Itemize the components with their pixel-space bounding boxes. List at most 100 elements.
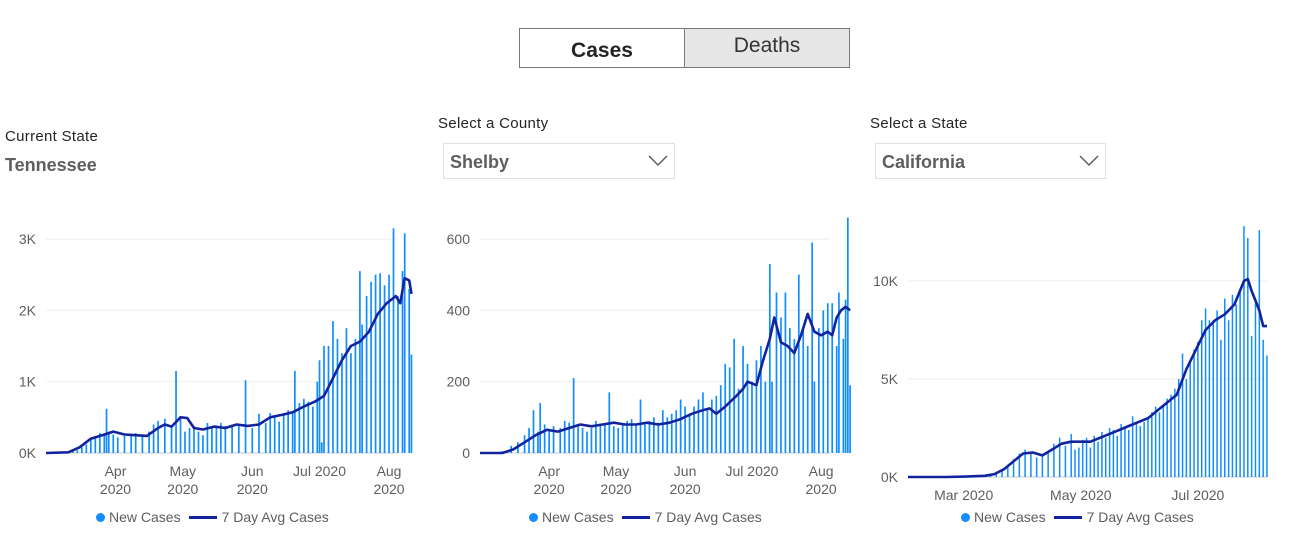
- new-cases-bar[interactable]: [323, 346, 325, 453]
- state-dropdown[interactable]: California: [875, 143, 1106, 179]
- new-cases-bar[interactable]: [1007, 465, 1009, 477]
- new-cases-bar[interactable]: [211, 425, 213, 453]
- new-cases-bar[interactable]: [784, 292, 787, 454]
- new-cases-bar[interactable]: [635, 424, 637, 453]
- new-cases-bar[interactable]: [215, 428, 218, 453]
- new-cases-bar[interactable]: [563, 420, 566, 453]
- new-cases-bar[interactable]: [595, 420, 597, 453]
- new-cases-bar[interactable]: [359, 271, 361, 453]
- new-cases-bar[interactable]: [72, 451, 74, 453]
- new-cases-bar[interactable]: [282, 413, 285, 453]
- new-cases-bar[interactable]: [336, 338, 339, 453]
- new-cases-bar[interactable]: [1143, 422, 1145, 477]
- new-cases-bar[interactable]: [278, 421, 281, 453]
- new-cases-bar[interactable]: [383, 285, 386, 453]
- new-cases-bar[interactable]: [771, 381, 773, 453]
- new-cases-bar[interactable]: [1208, 320, 1211, 477]
- new-cases-bar[interactable]: [742, 346, 744, 453]
- new-cases-bar[interactable]: [1108, 428, 1111, 477]
- new-cases-bar[interactable]: [1235, 304, 1238, 477]
- new-cases-bar[interactable]: [148, 431, 150, 453]
- new-cases-bar[interactable]: [1147, 418, 1149, 477]
- new-cases-bar[interactable]: [666, 417, 669, 453]
- new-cases-bar[interactable]: [1262, 339, 1264, 477]
- new-cases-bar[interactable]: [318, 360, 321, 453]
- new-cases-bar[interactable]: [388, 274, 390, 453]
- new-cases-bar[interactable]: [586, 431, 588, 453]
- new-cases-bar[interactable]: [746, 363, 749, 453]
- new-cases-bar[interactable]: [806, 346, 809, 453]
- new-cases-bar[interactable]: [81, 447, 83, 453]
- new-cases-bar[interactable]: [1116, 435, 1119, 477]
- new-cases-bar[interactable]: [341, 353, 343, 453]
- new-cases-bar[interactable]: [311, 406, 314, 453]
- new-cases-bar[interactable]: [1151, 412, 1153, 477]
- new-cases-bar[interactable]: [1018, 453, 1021, 477]
- new-cases-bar[interactable]: [291, 413, 294, 453]
- new-cases-bar[interactable]: [811, 242, 814, 453]
- new-cases-bar[interactable]: [1047, 451, 1049, 477]
- new-cases-bar[interactable]: [1064, 445, 1067, 477]
- new-cases-bar[interactable]: [548, 431, 550, 453]
- new-cases-bar[interactable]: [789, 328, 791, 453]
- new-cases-bar[interactable]: [1266, 355, 1268, 477]
- new-cases-bar[interactable]: [1200, 320, 1203, 477]
- new-cases-bar[interactable]: [755, 360, 758, 453]
- new-cases-bar[interactable]: [1216, 310, 1218, 477]
- new-cases-bar[interactable]: [141, 436, 144, 453]
- new-cases-bar[interactable]: [76, 450, 79, 453]
- new-cases-bar[interactable]: [532, 410, 535, 453]
- new-cases-bar[interactable]: [684, 406, 686, 453]
- new-cases-bar[interactable]: [1128, 429, 1130, 477]
- new-cases-bar[interactable]: [661, 410, 664, 453]
- new-cases-bar[interactable]: [327, 346, 330, 453]
- seven-day-avg-line[interactable]: [908, 277, 1267, 479]
- new-cases-bar[interactable]: [603, 424, 606, 453]
- new-cases-bar[interactable]: [1181, 353, 1184, 477]
- new-cases-bar[interactable]: [543, 424, 546, 453]
- new-cases-bar[interactable]: [1166, 398, 1168, 477]
- new-cases-bar[interactable]: [1174, 388, 1176, 477]
- new-cases-bar[interactable]: [559, 428, 562, 453]
- new-cases-bar[interactable]: [1053, 443, 1055, 477]
- new-cases-bar[interactable]: [302, 398, 305, 453]
- new-cases-bar[interactable]: [103, 435, 106, 453]
- new-cases-bar[interactable]: [130, 435, 133, 453]
- new-cases-bar[interactable]: [251, 428, 254, 453]
- new-cases-bar[interactable]: [793, 338, 796, 453]
- new-cases-bar[interactable]: [846, 217, 849, 453]
- new-cases-bar[interactable]: [675, 410, 678, 453]
- seven-day-avg-line[interactable]: [45, 276, 413, 455]
- new-cases-bar[interactable]: [995, 473, 998, 477]
- new-cases-bar[interactable]: [1035, 457, 1038, 477]
- new-cases-bar[interactable]: [1231, 294, 1234, 477]
- new-cases-bar[interactable]: [1158, 412, 1161, 477]
- new-cases-bar[interactable]: [179, 417, 182, 453]
- new-cases-bar[interactable]: [1093, 435, 1095, 477]
- new-cases-bar[interactable]: [702, 392, 704, 453]
- new-cases-bar[interactable]: [706, 410, 709, 453]
- new-cases-bar[interactable]: [354, 338, 357, 453]
- new-cases-bar[interactable]: [370, 281, 372, 453]
- new-cases-bar[interactable]: [163, 418, 166, 453]
- new-cases-bar[interactable]: [401, 271, 404, 453]
- new-cases-bar[interactable]: [116, 437, 119, 453]
- new-cases-bar[interactable]: [316, 381, 319, 453]
- new-cases-bar[interactable]: [1185, 379, 1188, 477]
- new-cases-bar[interactable]: [361, 324, 363, 453]
- new-cases-bar[interactable]: [374, 274, 377, 453]
- new-cases-bar[interactable]: [1041, 455, 1044, 477]
- new-cases-bar[interactable]: [1089, 447, 1092, 477]
- new-cases-bar[interactable]: [826, 303, 829, 453]
- new-cases-bar[interactable]: [679, 399, 682, 454]
- new-cases-bar[interactable]: [644, 424, 646, 453]
- cases-toggle-button[interactable]: Cases: [519, 28, 685, 68]
- new-cases-bar[interactable]: [1220, 339, 1222, 477]
- new-cases-bar[interactable]: [612, 426, 615, 453]
- new-cases-bar[interactable]: [231, 424, 233, 453]
- new-cases-bar[interactable]: [737, 388, 740, 453]
- new-cases-bar[interactable]: [244, 380, 247, 453]
- new-cases-bar[interactable]: [170, 425, 173, 453]
- new-cases-bar[interactable]: [568, 422, 571, 453]
- new-cases-bar[interactable]: [1012, 459, 1015, 477]
